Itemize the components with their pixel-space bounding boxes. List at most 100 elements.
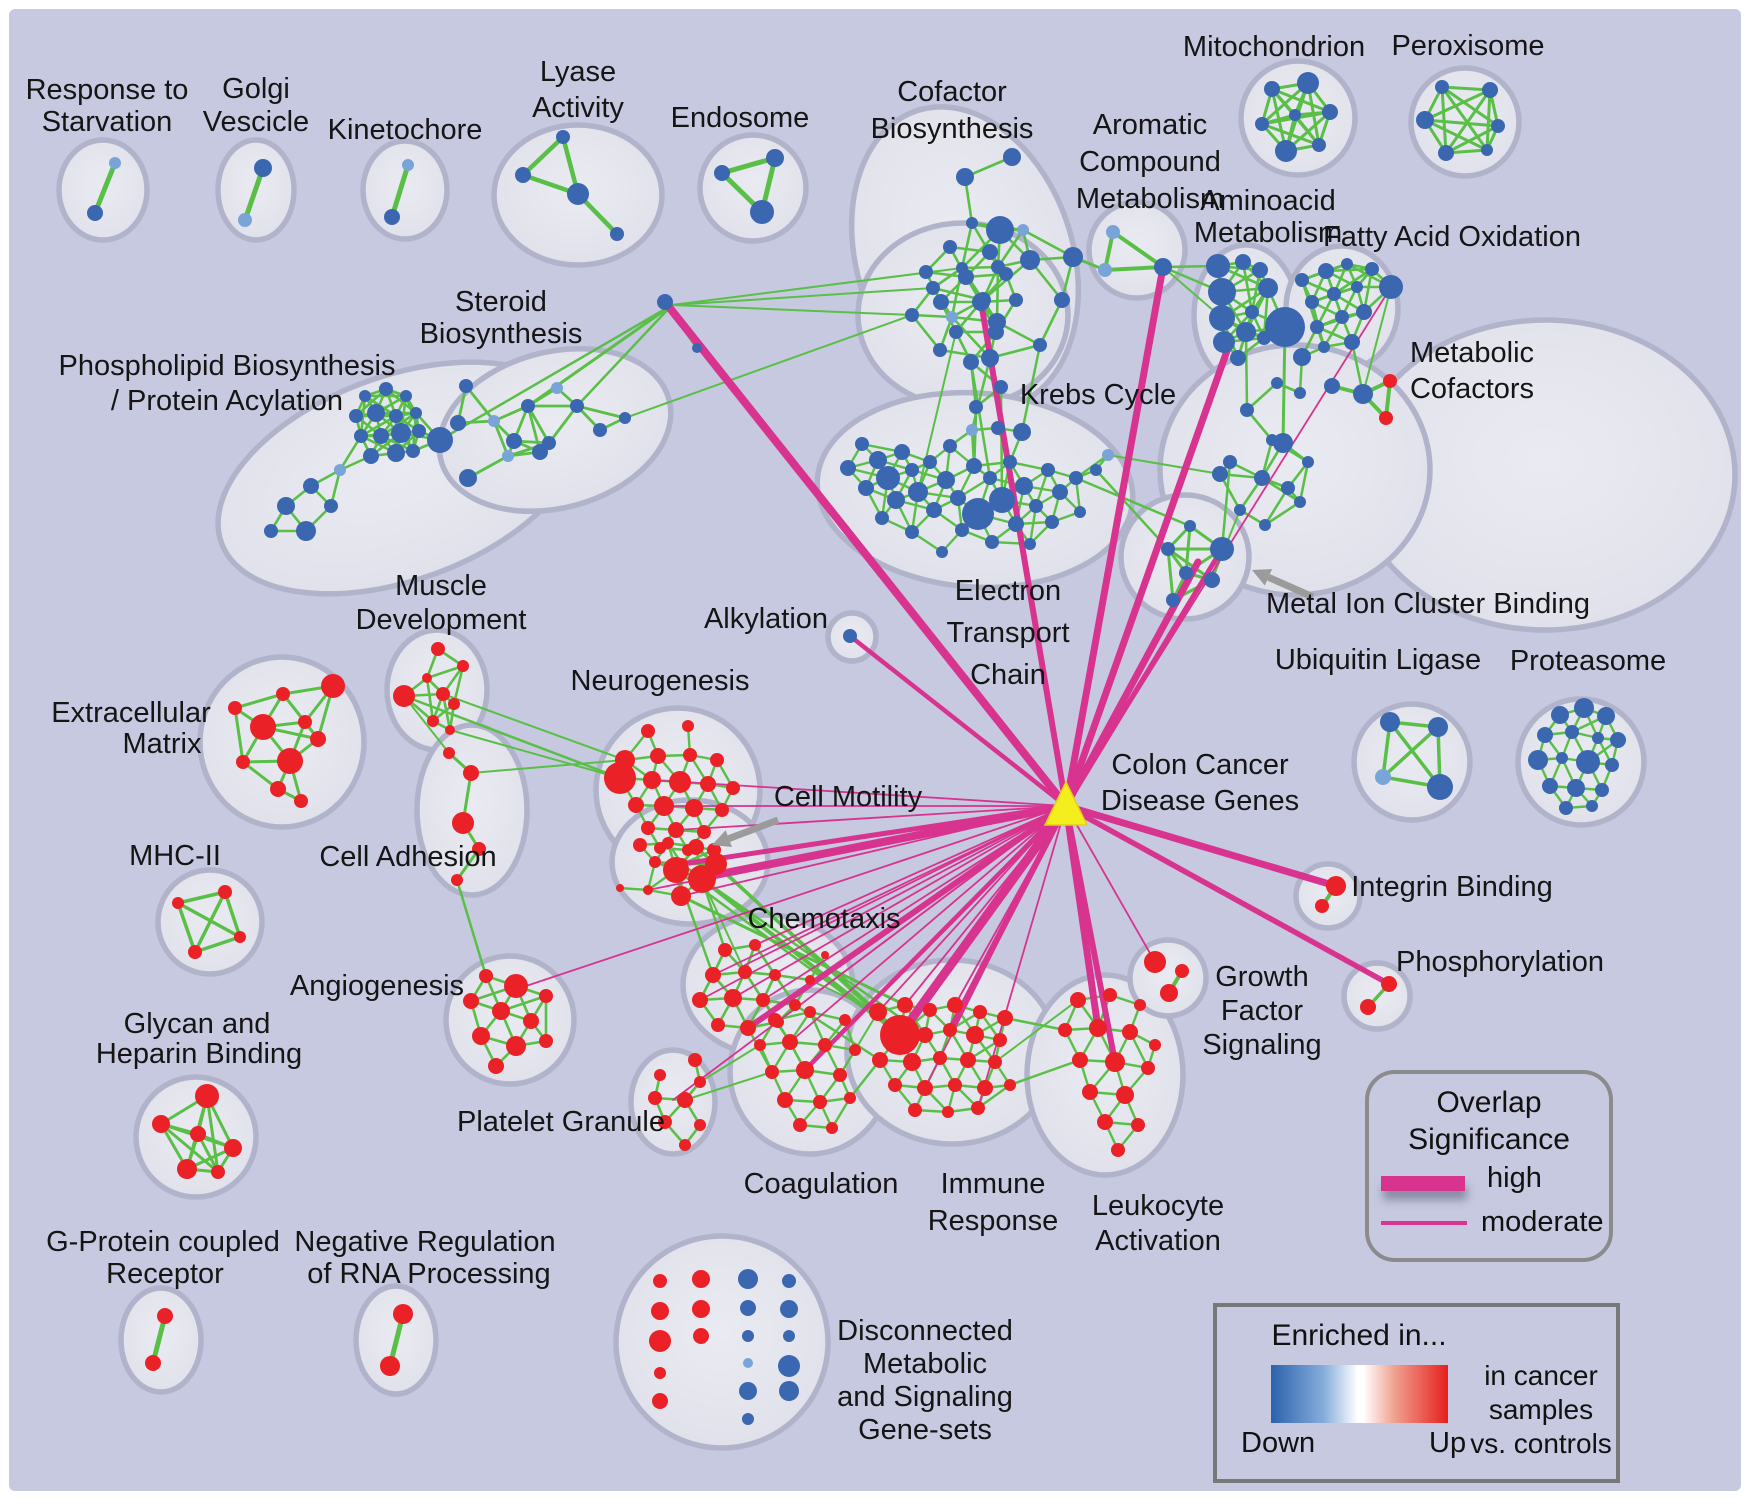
geneset-nodes-layer	[87, 72, 1626, 1425]
legend-overlap-title-line1: Overlap	[1436, 1086, 1542, 1119]
intercluster-edge	[449, 729, 621, 779]
gene-set-node	[685, 799, 703, 817]
gene-set-node	[1116, 1086, 1134, 1104]
gene-set-node	[840, 460, 856, 476]
gene-set-node	[973, 1005, 987, 1019]
gene-set-node	[384, 209, 400, 225]
high-significance-edge	[847, 633, 1069, 809]
gene-set-node	[700, 776, 716, 792]
gene-set-node	[452, 812, 474, 834]
gene-set-node	[521, 399, 535, 413]
gene-set-node	[373, 428, 389, 444]
moderate-significance-swatch	[1381, 1221, 1467, 1225]
gene-set-node	[1029, 499, 1043, 513]
cluster-kinetochore-bubble	[360, 138, 450, 242]
cluster-aromatic-compound-metabolism-label: Aromatic	[1093, 109, 1207, 141]
hub-layer: Colon Cancer Disease Genes	[1043, 749, 1299, 826]
gene-set-node	[443, 747, 455, 759]
cluster-muscle-development-label: Muscle	[395, 570, 487, 602]
gene-set-node	[172, 897, 184, 909]
gene-set-overlap-edge	[950, 315, 992, 360]
gene-set-node	[619, 412, 631, 424]
gene-set-node	[663, 857, 689, 883]
gene-set-node	[843, 629, 857, 643]
cluster-ubiquitin-ligase-label: Ubiquitin Ligase	[1275, 644, 1481, 676]
gene-set-node	[897, 997, 913, 1013]
intercluster-edge	[624, 314, 913, 419]
gene-set-node	[450, 415, 466, 431]
gene-set-node	[960, 1052, 976, 1068]
gene-set-node	[977, 1080, 993, 1096]
gene-set-node	[616, 884, 624, 892]
cluster-aromatic-compound-metabolism-label: Compound	[1079, 146, 1221, 178]
gene-set-node	[1045, 515, 1059, 529]
cluster-negative-regulation-rna-label: of RNA Processing	[307, 1258, 550, 1290]
gene-set-node	[697, 825, 711, 839]
gene-set-node	[277, 497, 295, 515]
gene-set-overlap-edge	[526, 404, 551, 445]
gene-set-overlap-edge	[1388, 720, 1442, 789]
cluster-phosphorylation-label: Phosphorylation	[1396, 946, 1604, 978]
enrichment-note: in cancer samples vs. controls	[1460, 1359, 1622, 1461]
gene-set-node	[506, 1036, 526, 1056]
cluster-kinetochore-label: Kinetochore	[328, 114, 483, 146]
gene-set-overlap-edge	[92, 160, 118, 216]
gene-set-node	[641, 821, 655, 835]
gene-set-node	[1360, 999, 1376, 1015]
gene-set-node	[740, 1300, 756, 1316]
gene-set-overlap-edge	[1038, 298, 1064, 347]
gene-set-node	[662, 837, 674, 849]
gene-set-node	[1318, 263, 1334, 279]
gene-set-node	[643, 885, 653, 895]
gene-set-node	[923, 455, 937, 469]
gene-set-node	[1302, 456, 1314, 468]
gene-set-node	[683, 748, 697, 762]
gene-set-node	[718, 943, 732, 957]
gene-set-node	[933, 343, 947, 357]
cluster-ubiquitin-ligase-bubble	[1351, 701, 1473, 823]
cluster-aminoacid-metabolism-label: Metabolism	[1194, 217, 1342, 249]
gene-set-node	[502, 450, 514, 462]
gene-set-node	[1427, 774, 1453, 800]
cluster-platelet-granule-label: Platelet Granule	[457, 1106, 665, 1138]
gene-set-node	[1161, 542, 1175, 556]
gene-set-node	[777, 1092, 793, 1108]
intercluster-edge	[994, 999, 1079, 1063]
legend-enriched-in: Enriched in... Down Up in cancer samples…	[1213, 1303, 1620, 1483]
gene-set-node	[298, 715, 312, 729]
gene-set-node	[693, 1328, 709, 1344]
gene-set-node	[1542, 778, 1558, 794]
gene-set-node	[359, 390, 371, 402]
gene-set-node	[804, 1006, 816, 1018]
gene-set-node	[1234, 504, 1246, 516]
intercluster-edge	[671, 287, 934, 306]
gene-set-node	[858, 480, 874, 496]
gene-set-node	[905, 525, 919, 539]
gene-set-node	[393, 1304, 413, 1324]
gene-set-overlap-edge	[1440, 85, 1448, 155]
colon-cancer-disease-genes-hub	[1043, 780, 1089, 826]
gene-set-node	[654, 796, 674, 816]
legend-enriched-title: Enriched in...	[1271, 1319, 1447, 1352]
intercluster-edge	[403, 695, 450, 754]
gene-set-node	[1069, 471, 1083, 485]
moderate-significance-edge	[904, 805, 1067, 1006]
moderate-significance-edge	[954, 805, 1067, 1006]
high-significance-edge	[1062, 263, 1167, 810]
gene-set-node	[682, 720, 694, 732]
gene-set-node	[1305, 295, 1319, 309]
gene-set-node	[570, 399, 584, 413]
gene-set-node	[738, 1269, 758, 1289]
cluster-metabolic-cofactors-label: Cofactors	[1410, 373, 1534, 405]
gene-set-node	[739, 1382, 757, 1400]
gene-set-node	[1574, 698, 1594, 718]
gene-set-node	[389, 409, 403, 423]
gene-set-node	[402, 159, 414, 171]
gene-set-node	[926, 502, 942, 518]
gene-set-overlap-edge	[242, 165, 266, 223]
gene-set-node	[1351, 281, 1363, 293]
cluster-mhc-ii-label: MHC-II	[129, 840, 221, 872]
gene-set-node	[276, 687, 290, 701]
